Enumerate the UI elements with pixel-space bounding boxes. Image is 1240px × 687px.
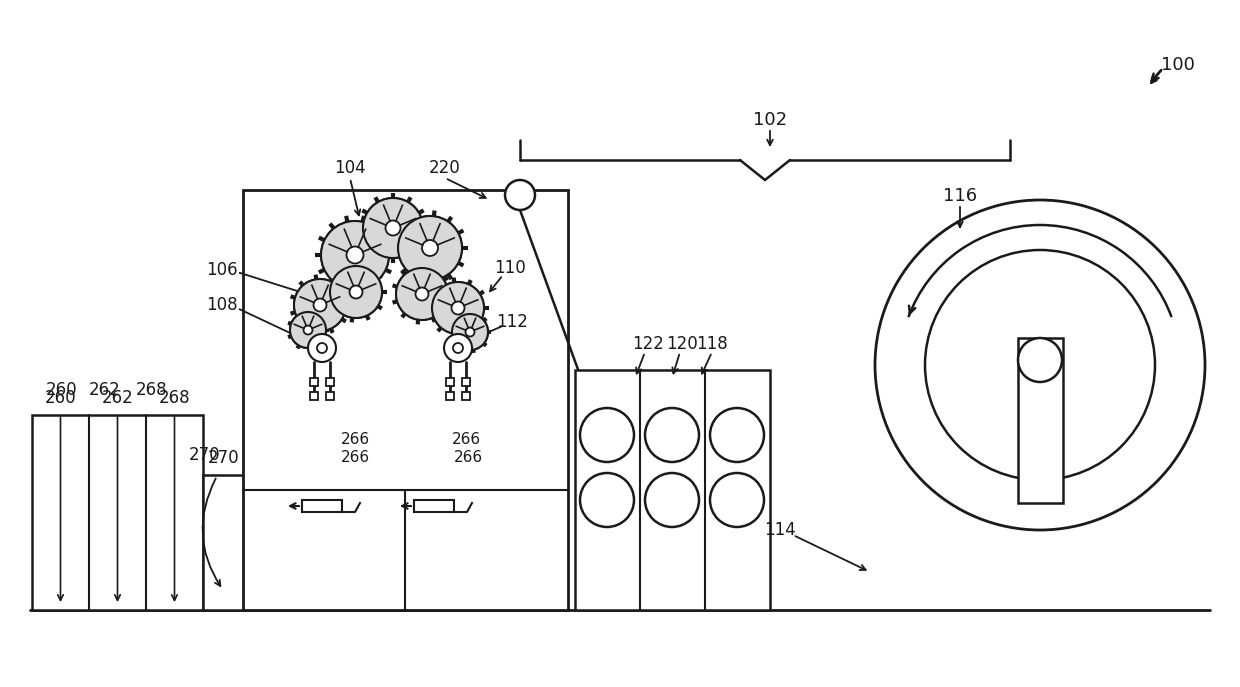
Circle shape: [294, 279, 346, 331]
Bar: [303, 500, 342, 512]
Circle shape: [398, 216, 463, 280]
Text: 116: 116: [942, 187, 977, 205]
Circle shape: [711, 408, 764, 462]
Circle shape: [453, 314, 489, 350]
Bar: [32, 415, 203, 610]
Bar: [326, 392, 334, 400]
Text: 100: 100: [1161, 56, 1195, 74]
Circle shape: [350, 286, 362, 298]
Circle shape: [308, 334, 336, 362]
Circle shape: [386, 221, 401, 236]
Text: 260: 260: [45, 389, 77, 407]
Circle shape: [432, 282, 484, 334]
Circle shape: [321, 221, 389, 289]
Circle shape: [645, 408, 699, 462]
Circle shape: [330, 266, 382, 318]
Circle shape: [1018, 338, 1061, 382]
Text: 118: 118: [696, 335, 728, 353]
Circle shape: [304, 326, 312, 335]
Bar: [446, 378, 454, 386]
Text: 112: 112: [496, 313, 528, 331]
Circle shape: [396, 268, 448, 320]
Circle shape: [363, 198, 423, 258]
Circle shape: [346, 247, 363, 264]
Circle shape: [422, 240, 438, 256]
Text: 266: 266: [451, 433, 481, 447]
Text: 270: 270: [190, 446, 221, 464]
Circle shape: [321, 221, 389, 289]
Bar: [1018, 338, 1063, 503]
Circle shape: [645, 473, 699, 527]
Text: 104: 104: [335, 159, 366, 177]
Circle shape: [453, 343, 463, 353]
Circle shape: [396, 268, 448, 320]
Circle shape: [465, 328, 475, 337]
Circle shape: [580, 473, 634, 527]
Circle shape: [432, 282, 484, 334]
Circle shape: [453, 314, 489, 350]
Text: 110: 110: [494, 259, 526, 277]
Bar: [310, 378, 317, 386]
Circle shape: [363, 198, 423, 258]
Circle shape: [415, 287, 429, 300]
Circle shape: [925, 250, 1154, 480]
Circle shape: [294, 279, 346, 331]
Bar: [326, 378, 334, 386]
Text: 120: 120: [666, 335, 698, 353]
Circle shape: [317, 343, 327, 353]
Circle shape: [398, 216, 463, 280]
Circle shape: [444, 334, 472, 362]
Bar: [575, 370, 770, 610]
Text: 122: 122: [632, 335, 663, 353]
Bar: [310, 392, 317, 400]
Circle shape: [330, 266, 382, 318]
Text: 106: 106: [206, 261, 238, 279]
Text: 266: 266: [454, 449, 482, 464]
Text: 262: 262: [89, 381, 120, 399]
Text: 114: 114: [764, 521, 796, 539]
Circle shape: [290, 312, 326, 348]
Text: 108: 108: [206, 296, 238, 314]
Bar: [463, 392, 470, 400]
Text: 262: 262: [102, 389, 134, 407]
Bar: [463, 378, 470, 386]
Circle shape: [505, 180, 534, 210]
Text: 266: 266: [341, 449, 370, 464]
Text: 260: 260: [46, 381, 78, 399]
Text: 270: 270: [208, 449, 239, 467]
Text: 220: 220: [429, 159, 461, 177]
Bar: [446, 392, 454, 400]
Text: 266: 266: [341, 433, 370, 447]
Circle shape: [580, 408, 634, 462]
Text: 268: 268: [136, 381, 167, 399]
Text: 268: 268: [159, 389, 190, 407]
Circle shape: [875, 200, 1205, 530]
Text: 102: 102: [753, 111, 787, 129]
Circle shape: [314, 298, 326, 311]
Circle shape: [290, 312, 326, 348]
Circle shape: [451, 302, 465, 315]
Bar: [203, 475, 255, 610]
Bar: [243, 190, 568, 610]
Circle shape: [711, 473, 764, 527]
Bar: [414, 500, 454, 512]
